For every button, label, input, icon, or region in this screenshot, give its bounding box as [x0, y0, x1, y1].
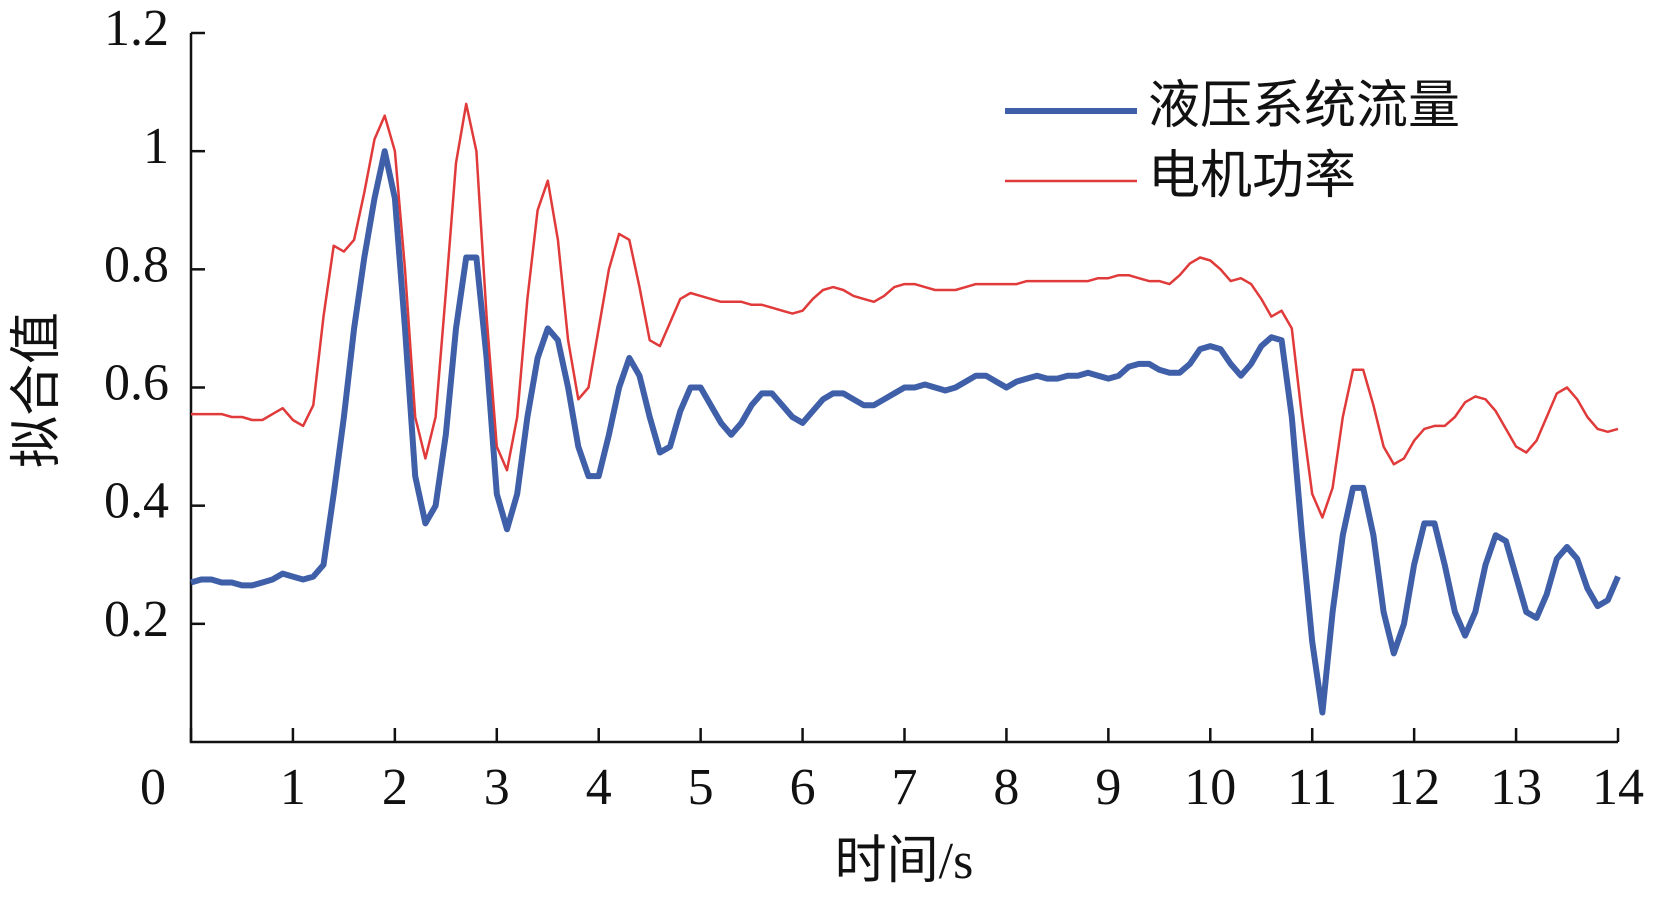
- y-tick-label: 0.6: [104, 354, 169, 411]
- x-tick-label: 1: [280, 759, 306, 816]
- y-axis-label: 拟合值: [9, 312, 66, 468]
- y-tick-label: 0.4: [104, 473, 169, 530]
- x-axis-label: 时间/s: [835, 833, 974, 890]
- y-tick-label: 1.2: [104, 0, 169, 57]
- series-line: [191, 102, 1619, 519]
- x-tick-label: 6: [790, 759, 816, 816]
- series-line: [190, 148, 1621, 716]
- x-tick-label: 5: [688, 759, 714, 816]
- y-tick-label: 0.8: [104, 236, 169, 293]
- x-tick-label: 4: [586, 759, 612, 816]
- x-tick-label: 9: [1095, 759, 1121, 816]
- x-tick-label: 8: [993, 759, 1019, 816]
- y-tick-label: 1: [143, 118, 169, 175]
- x-tick-label: 2: [382, 759, 408, 816]
- y-tick-label: 0.2: [104, 591, 169, 648]
- x-tick-label: 7: [892, 759, 918, 816]
- legend-label: 电机功率: [1148, 148, 1356, 205]
- x-tick-label: 12: [1388, 759, 1440, 816]
- x-tick-label: 14: [1592, 759, 1644, 816]
- x-tick-label: 11: [1287, 759, 1337, 816]
- x-tick-label: 3: [484, 759, 510, 816]
- x-tick-label: 0: [140, 759, 166, 816]
- legend-label: 液压系统流量: [1148, 78, 1460, 135]
- x-tick-label: 10: [1184, 759, 1236, 816]
- x-tick-label: 13: [1490, 759, 1542, 816]
